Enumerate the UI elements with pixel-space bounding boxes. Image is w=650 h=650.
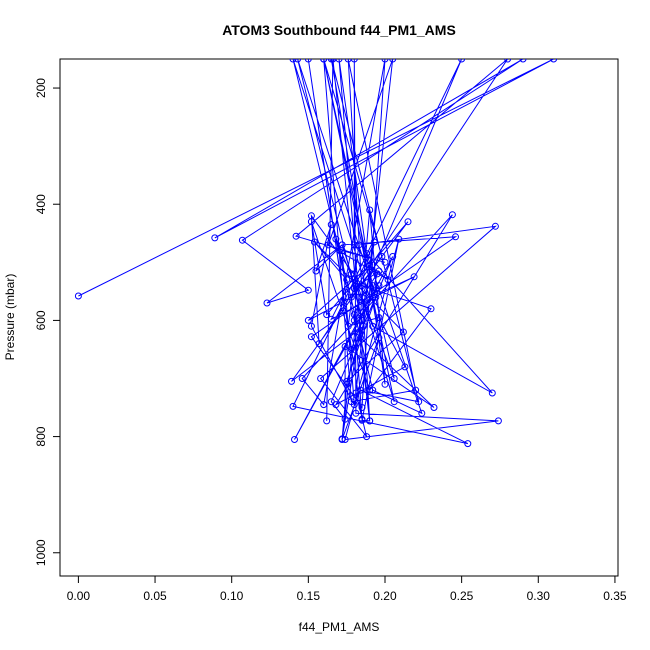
y-axis-label: Pressure (mbar): [3, 274, 17, 361]
x-tick-label: 0.20: [373, 589, 397, 603]
y-axis: 200 400 600 800 1000: [34, 78, 60, 566]
x-tick-label: 0.35: [603, 589, 627, 603]
x-axis-label: f44_PM1_AMS: [299, 620, 380, 634]
x-tick-label: 0.30: [527, 589, 551, 603]
y-tick-label: 800: [34, 426, 48, 446]
chart-title: ATOM3 Southbound f44_PM1_AMS: [222, 22, 456, 38]
x-tick-label: 0.05: [143, 589, 167, 603]
x-tick-label: 0.15: [297, 589, 321, 603]
y-tick-label: 200: [34, 78, 48, 98]
y-tick-label: 1000: [34, 539, 48, 566]
x-tick-label: 0.00: [67, 589, 91, 603]
x-tick-label: 0.10: [220, 589, 244, 603]
y-tick-label: 400: [34, 194, 48, 214]
series-layer: [75, 56, 556, 447]
x-tick-label: 0.25: [450, 589, 474, 603]
x-axis: 0.00 0.05 0.10 0.15 0.20 0.25 0.30 0.35: [67, 576, 627, 603]
y-tick-label: 600: [34, 310, 48, 330]
series-line: [78, 59, 553, 444]
